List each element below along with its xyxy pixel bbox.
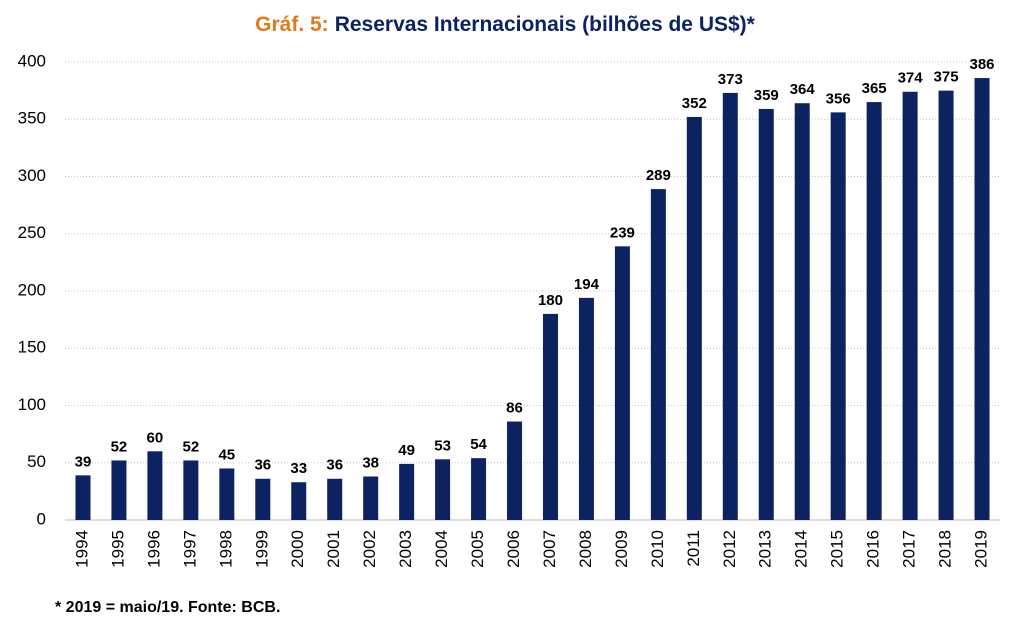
chart-title: Gráf. 5: Reservas Internacionais (bilhões… bbox=[255, 13, 756, 36]
bar bbox=[938, 90, 954, 520]
bar bbox=[902, 91, 918, 521]
x-tick-label: 1997 bbox=[180, 530, 199, 568]
y-tick-label: 200 bbox=[18, 280, 46, 299]
bar bbox=[866, 102, 882, 520]
value-label: 359 bbox=[754, 87, 779, 104]
bar bbox=[830, 112, 846, 520]
x-tick-label: 1999 bbox=[252, 530, 271, 568]
value-label: 60 bbox=[147, 429, 164, 446]
x-tick-label: 2003 bbox=[396, 530, 415, 568]
bar bbox=[327, 478, 343, 520]
value-label: 373 bbox=[718, 71, 743, 88]
footnote: * 2019 = maio/19. Fonte: BCB. bbox=[55, 599, 280, 616]
value-label: 364 bbox=[790, 81, 816, 98]
bar bbox=[758, 108, 774, 520]
x-tick-label: 2004 bbox=[432, 530, 451, 568]
bar bbox=[75, 475, 91, 520]
x-tick-label: 2017 bbox=[900, 530, 919, 568]
x-tick-label: 1995 bbox=[108, 530, 127, 568]
value-label: 86 bbox=[506, 399, 523, 416]
bar bbox=[255, 478, 271, 520]
y-tick-label: 0 bbox=[37, 509, 46, 528]
value-label: 52 bbox=[111, 438, 128, 455]
x-tick-label: 2011 bbox=[684, 530, 703, 567]
value-label: 45 bbox=[218, 446, 235, 463]
bar bbox=[507, 421, 523, 520]
value-label: 289 bbox=[646, 167, 671, 184]
value-label: 38 bbox=[362, 454, 379, 471]
value-label: 194 bbox=[574, 276, 600, 293]
bar bbox=[111, 460, 127, 520]
value-label: 36 bbox=[326, 457, 343, 474]
bar bbox=[291, 482, 307, 520]
value-label: 54 bbox=[470, 436, 487, 453]
bar bbox=[650, 189, 666, 520]
bar bbox=[435, 459, 451, 520]
value-label: 53 bbox=[434, 437, 451, 454]
value-label: 352 bbox=[682, 95, 707, 112]
x-tick-label: 2006 bbox=[504, 530, 523, 568]
x-tick-label: 2009 bbox=[612, 530, 631, 568]
value-label: 52 bbox=[183, 438, 200, 455]
bar bbox=[363, 476, 379, 520]
bar bbox=[219, 468, 235, 520]
x-tick-label: 2012 bbox=[720, 530, 739, 568]
value-label: 239 bbox=[610, 224, 635, 241]
bar bbox=[722, 92, 738, 520]
bar bbox=[974, 78, 990, 520]
bar bbox=[399, 463, 415, 520]
bar bbox=[471, 458, 487, 520]
value-label: 375 bbox=[934, 69, 959, 86]
value-label: 49 bbox=[398, 442, 415, 459]
x-tick-label: 1996 bbox=[144, 530, 163, 568]
bar bbox=[183, 460, 199, 520]
value-label: 33 bbox=[290, 460, 307, 477]
value-label: 374 bbox=[898, 70, 924, 87]
x-tick-label: 2019 bbox=[972, 530, 991, 568]
y-tick-label: 350 bbox=[18, 109, 46, 128]
y-tick-label: 150 bbox=[18, 338, 46, 357]
x-tick-label: 2018 bbox=[936, 530, 955, 568]
title-label: Gráf. 5: bbox=[255, 13, 329, 36]
bar bbox=[794, 103, 810, 520]
x-tick-label: 2001 bbox=[324, 530, 343, 568]
value-label: 356 bbox=[826, 90, 851, 107]
bar bbox=[686, 116, 702, 521]
x-tick-label: 2000 bbox=[288, 530, 307, 568]
x-tick-label: 1994 bbox=[72, 530, 91, 568]
value-label: 36 bbox=[254, 457, 271, 474]
x-tick-label: 2005 bbox=[468, 530, 487, 568]
bar bbox=[542, 313, 558, 520]
x-tick-label: 2013 bbox=[756, 530, 775, 568]
bar bbox=[614, 246, 630, 520]
x-tick-label: 2007 bbox=[540, 530, 559, 568]
bar bbox=[147, 451, 163, 520]
x-tick-label: 2002 bbox=[360, 530, 379, 568]
y-tick-label: 50 bbox=[27, 452, 46, 471]
bar bbox=[578, 297, 594, 520]
x-tick-label: 2008 bbox=[576, 530, 595, 568]
y-tick-label: 300 bbox=[18, 166, 46, 185]
y-tick-label: 250 bbox=[18, 223, 46, 242]
value-label: 386 bbox=[970, 56, 995, 73]
x-tick-label: 2015 bbox=[828, 530, 847, 568]
x-tick-label: 1998 bbox=[216, 530, 235, 568]
value-label: 39 bbox=[75, 453, 92, 470]
value-label: 365 bbox=[862, 80, 887, 97]
y-tick-label: 400 bbox=[18, 51, 46, 70]
x-tick-label: 2010 bbox=[648, 530, 667, 568]
title-text: Reservas Internacionais (bilhões de US$)… bbox=[335, 13, 756, 36]
x-tick-label: 2016 bbox=[864, 530, 883, 568]
value-label: 180 bbox=[538, 292, 563, 309]
x-tick-label: 2014 bbox=[792, 530, 811, 568]
y-tick-label: 100 bbox=[18, 395, 46, 414]
